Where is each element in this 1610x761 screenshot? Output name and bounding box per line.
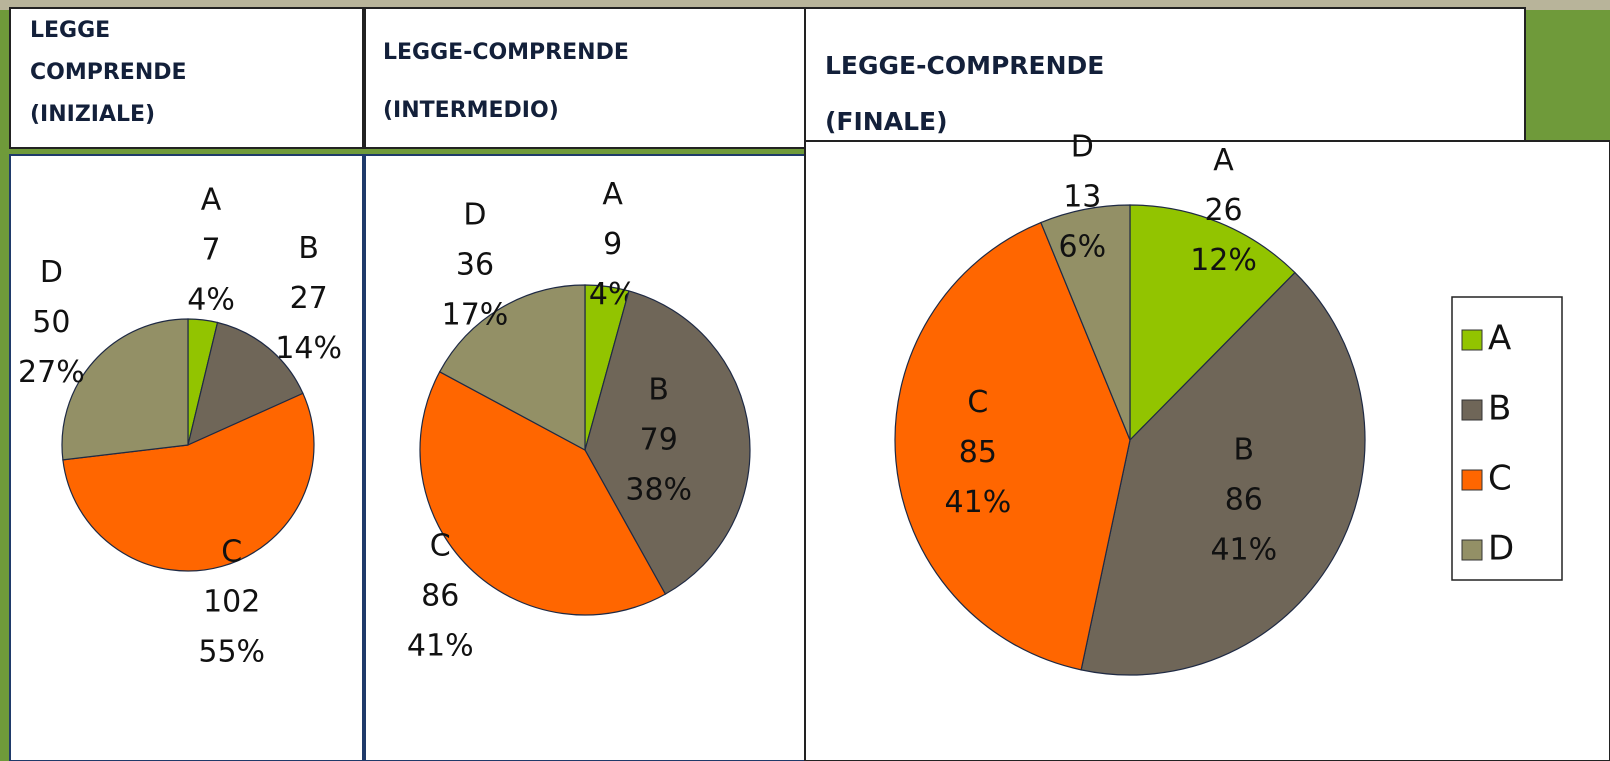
slice-label-value: 79 (640, 423, 678, 458)
chart-title: LEGGE-COMPRENDE (FINALE) (825, 51, 1105, 136)
legend-label: D (1488, 529, 1514, 569)
slice-label-value: 86 (1225, 483, 1263, 518)
slice-label-percent: 17% (442, 297, 509, 332)
slice-label-value: 86 (421, 578, 459, 613)
slice-label-name: A (602, 177, 623, 212)
pie-slice (438, 284, 586, 452)
slice-label-name: B (298, 231, 319, 266)
slice-label-name: D (1071, 129, 1094, 164)
top-band (0, 0, 1610, 10)
slice-label-value: 26 (1204, 193, 1242, 228)
legend-swatch (1461, 329, 1483, 351)
slice-label-percent: 41% (1210, 533, 1277, 568)
chart-title: LEGGE-COMPRENDE (INTERMEDIO) (383, 40, 629, 123)
slice-label-percent: 6% (1059, 229, 1107, 264)
slice-label-name: D (40, 255, 63, 290)
pie-slice (187, 321, 304, 447)
slice-label-percent: 4% (187, 283, 235, 318)
pie-slice (894, 221, 1131, 671)
pie-slice (419, 370, 667, 616)
pie-slice (1080, 271, 1366, 676)
legend-label: A (1488, 319, 1511, 359)
slice-label-percent: 14% (275, 331, 342, 366)
legend-label: B (1488, 389, 1511, 429)
title-box (804, 7, 1526, 142)
slice-label-value: 27 (290, 281, 328, 316)
pie-slice (1129, 204, 1296, 442)
legend-swatch (1461, 399, 1483, 421)
slice-label-percent: 38% (625, 473, 692, 508)
pie-slice (1040, 204, 1131, 441)
slice-label-value: 36 (456, 247, 494, 282)
slice-label-name: A (201, 183, 222, 218)
slice-label-value: 102 (203, 584, 260, 619)
slice-label-name: C (967, 385, 988, 420)
slice-label-percent: 12% (1190, 243, 1257, 278)
pie-slice (61, 318, 189, 461)
slice-label-value: 7 (201, 233, 220, 268)
title-box (364, 7, 806, 149)
slice-label-percent: 27% (18, 355, 85, 390)
slice-label-value: 13 (1063, 179, 1101, 214)
slice-label-name: D (463, 197, 486, 232)
slice-label-value: 9 (603, 227, 622, 262)
legend-swatch (1461, 539, 1483, 561)
slice-label-percent: 55% (198, 634, 265, 669)
slice-label-value: 85 (959, 435, 997, 470)
slice-label-name: C (221, 534, 242, 569)
title-box (9, 7, 364, 149)
slice-label-value: 50 (32, 305, 70, 340)
slice-label-percent: 41% (407, 628, 474, 663)
chart-title: LEGGE COMPRENDE (INIZIALE) (30, 18, 187, 127)
pie-slice (584, 290, 751, 595)
legend-label: C (1488, 459, 1512, 499)
slice-label-percent: 41% (945, 485, 1012, 520)
legend-swatch (1461, 469, 1483, 491)
slice-label-name: B (1234, 433, 1255, 468)
slice-label-name: B (648, 373, 669, 408)
slice-label-name: C (430, 528, 451, 563)
slice-label-name: A (1213, 143, 1234, 178)
pie-slice (62, 392, 315, 572)
